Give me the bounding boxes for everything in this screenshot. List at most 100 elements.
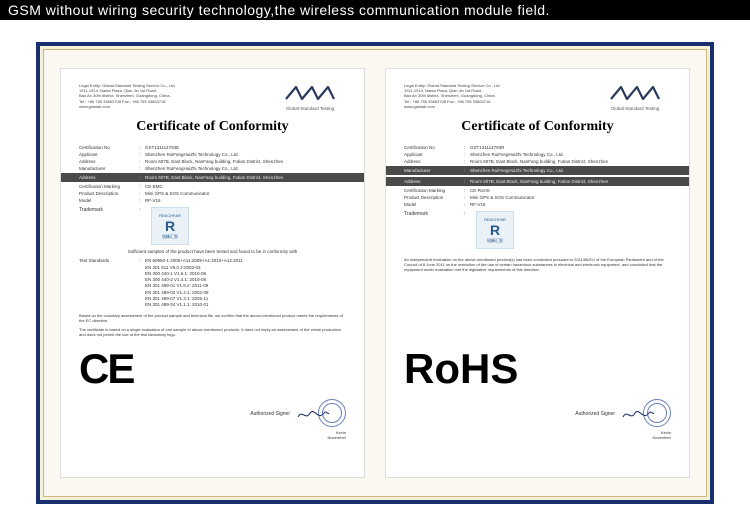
value: RF-V16 bbox=[470, 202, 671, 207]
auth-signer-label: Authorized Signer bbox=[575, 411, 615, 417]
legal-line: www.gstslab.com bbox=[404, 104, 599, 109]
field-model: Model:RF-V16 bbox=[79, 198, 346, 203]
colon: : bbox=[139, 207, 145, 213]
field-trademark: Trademark: REACHFAR R 锐峰汇智 bbox=[79, 207, 346, 245]
label: Certification No bbox=[79, 145, 139, 150]
auth-signer-label: Authorized Signer bbox=[250, 411, 290, 417]
certificate-title: Certificate of Conformity bbox=[404, 119, 671, 135]
label: Manufacturer bbox=[386, 168, 464, 173]
field-cert-no: Certification No:GST131114793R bbox=[404, 145, 671, 150]
label: Certification No bbox=[404, 145, 464, 150]
label: Trademark bbox=[404, 211, 464, 217]
label: Manufacturer bbox=[79, 166, 139, 171]
value: Mini GPS & SOS Communicator bbox=[145, 191, 346, 196]
trademark-logo: REACHFAR R 锐峰汇智 bbox=[476, 211, 514, 249]
label: Trademark bbox=[79, 207, 139, 213]
value: Mini GPS & SOS Communicator bbox=[470, 195, 671, 200]
certificate-rohs: Legal Entity: Global-Standard Testing Se… bbox=[385, 68, 690, 478]
fine-print-rohs: An independent evaluation on the above-m… bbox=[404, 257, 671, 273]
signer-name: KevinNovember bbox=[79, 430, 346, 440]
outer-frame: Legal Entity: Global-Standard Testing Se… bbox=[36, 42, 714, 504]
standard-item: EN 301 489-34 V1.1.1: 2010-01 bbox=[145, 302, 346, 308]
value: Room 607B, East Block, NanFang building,… bbox=[145, 175, 364, 180]
value: GST131114793E bbox=[145, 145, 346, 150]
logo-label: Global-Standard Testing bbox=[274, 106, 346, 111]
inner-frame: Legal Entity: Global-Standard Testing Se… bbox=[43, 49, 707, 497]
legal-entity-text: Legal Entity: Global-Standard Testing Se… bbox=[79, 83, 274, 109]
standards-block: Sufficient samples of the product have b… bbox=[79, 249, 346, 309]
cert-header: Legal Entity: Global-Standard Testing Se… bbox=[79, 83, 346, 111]
label: Model bbox=[404, 202, 464, 207]
certificate-ce: Legal Entity: Global-Standard Testing Se… bbox=[60, 68, 365, 478]
field-mfr-address-band: Address:Room 607B, East Block, NanFang b… bbox=[61, 173, 364, 182]
stamp-icon bbox=[643, 399, 671, 427]
standards-list: EN 60950-1:2006+A11:2009+A1:2010+A12:201… bbox=[145, 258, 346, 308]
certificate-title: Certificate of Conformity bbox=[79, 119, 346, 135]
ce-mark: CE bbox=[79, 345, 346, 393]
fine-print-1: Based on the voluntary assessment of the… bbox=[79, 313, 346, 323]
field-product: Product Description:Mini GPS & SOS Commu… bbox=[79, 191, 346, 196]
gst-logo: Global-Standard Testing bbox=[599, 83, 671, 111]
value: Room 607B, East Block, NanFang building,… bbox=[470, 179, 689, 184]
signature-graphic bbox=[621, 399, 671, 429]
signature-row: Authorized Signer bbox=[404, 399, 671, 429]
field-mfr-address-band: Address:Room 607B, East Block, NanFang b… bbox=[386, 177, 689, 186]
gst-logo-icon bbox=[282, 83, 338, 103]
label: Applicant bbox=[79, 152, 139, 157]
value: CE-EMC bbox=[145, 184, 346, 189]
trademark-cn: 锐峰汇智 bbox=[487, 238, 503, 244]
cert-header: Legal Entity: Global-Standard Testing Se… bbox=[404, 83, 671, 111]
field-manufacturer: Manufacturer:Shenzhen RuiFengHuiZhi Tech… bbox=[79, 166, 346, 171]
field-cert-no: Certification No:GST131114793E bbox=[79, 145, 346, 150]
label: Product Description bbox=[79, 191, 139, 196]
value: Shenzhen RuiFengHuiZhi Technology Co., L… bbox=[145, 166, 346, 171]
label: Address bbox=[404, 159, 464, 164]
value: GST131114793R bbox=[470, 145, 671, 150]
logo-label: Global-Standard Testing bbox=[599, 106, 671, 111]
field-applicant: Applicant:Shenzhen RuiFengHuiZhi Technol… bbox=[79, 152, 346, 157]
legal-entity-text: Legal Entity: Global-Standard Testing Se… bbox=[404, 83, 599, 109]
field-trademark: Trademark: REACHFAR R 锐峰汇智 bbox=[404, 211, 671, 249]
field-address: Address:Room 607B, East Block, NanFang b… bbox=[404, 159, 671, 164]
trademark-cn: 锐峰汇智 bbox=[162, 234, 178, 240]
label: Product Description bbox=[404, 195, 464, 200]
standards-intro: Sufficient samples of the product have b… bbox=[79, 249, 346, 255]
label: Model bbox=[79, 198, 139, 203]
field-test-standards: Test Standards: EN 60950-1:2006+A11:2009… bbox=[79, 258, 346, 308]
gst-logo-icon bbox=[607, 83, 663, 103]
value: Shenzhen RuiFengHuiZhi Technology Co., L… bbox=[145, 152, 346, 157]
label: Certification Marking bbox=[404, 188, 464, 193]
legal-line: www.gstslab.com bbox=[79, 104, 274, 109]
trademark-r-icon: R bbox=[490, 222, 500, 238]
gst-logo: Global-Standard Testing bbox=[274, 83, 346, 111]
value: Shenzhen RuiFengHuiZhi Technology Co., L… bbox=[470, 168, 689, 173]
value: Room 607B, East Block, NanFang building,… bbox=[470, 159, 671, 164]
value: CE-RoHS bbox=[470, 188, 671, 193]
field-marking: Certification Marking:CE-EMC bbox=[79, 184, 346, 189]
field-product: Product Description:Mini GPS & SOS Commu… bbox=[404, 195, 671, 200]
field-marking: Certification Marking:CE-RoHS bbox=[404, 188, 671, 193]
signer-name: KevinNovember bbox=[404, 430, 671, 440]
label: Certification Marking bbox=[79, 184, 139, 189]
signature-graphic bbox=[296, 399, 346, 429]
label: Address bbox=[79, 159, 139, 164]
signature-row: Authorized Signer bbox=[79, 399, 346, 429]
fine-print-2: The certificate is based on a single eva… bbox=[79, 327, 346, 337]
spacer bbox=[404, 277, 671, 337]
field-model: Model:RF-V16 bbox=[404, 202, 671, 207]
value: Room 607B, East Block, NanFang building,… bbox=[145, 159, 346, 164]
field-manufacturer-band: Manufacturer:Shenzhen RuiFengHuiZhi Tech… bbox=[386, 166, 689, 175]
label: Applicant bbox=[404, 152, 464, 157]
trademark-r-icon: R bbox=[165, 218, 175, 234]
field-address: Address:Room 607B, East Block, NanFang b… bbox=[79, 159, 346, 164]
value: RF-V16 bbox=[145, 198, 346, 203]
rohs-mark: RoHS bbox=[404, 345, 671, 393]
field-applicant: Applicant:Shenzhen RuiFengHuiZhi Technol… bbox=[404, 152, 671, 157]
page-header: GSM without wiring security technology,t… bbox=[0, 0, 750, 20]
label: Address bbox=[61, 175, 139, 180]
value: Shenzhen RuiFengHuiZhi Technology Co., L… bbox=[470, 152, 671, 157]
label: Address bbox=[386, 179, 464, 184]
colon: : bbox=[464, 211, 470, 217]
stamp-icon bbox=[318, 399, 346, 427]
label: Test Standards bbox=[79, 258, 139, 308]
